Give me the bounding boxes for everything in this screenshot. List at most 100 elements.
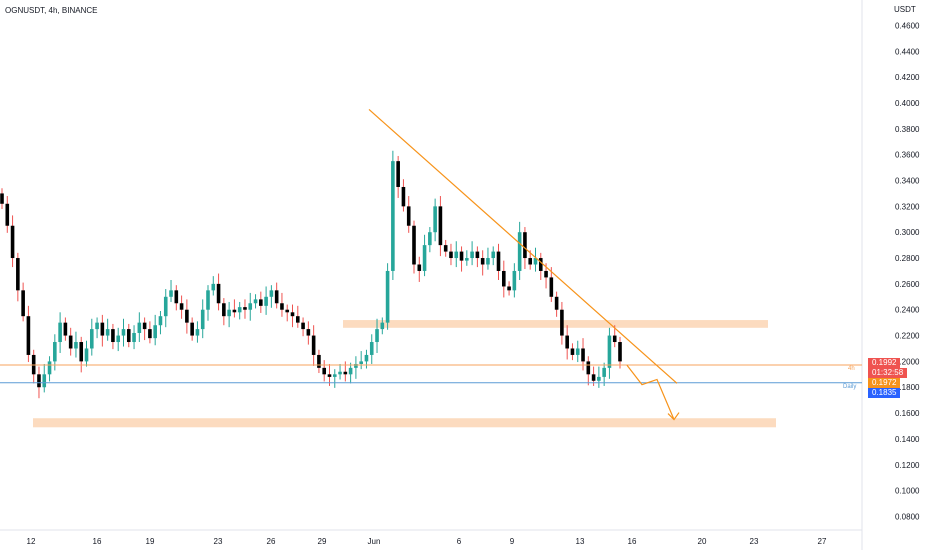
candle-body <box>259 299 263 306</box>
candle-body <box>391 161 395 271</box>
candle <box>428 227 432 253</box>
candle <box>79 336 84 373</box>
candle-body <box>295 316 300 323</box>
price-tick-label: 0.3400 <box>895 177 920 186</box>
candle <box>285 304 290 322</box>
candle-body <box>417 264 422 271</box>
candle <box>470 241 474 266</box>
candle-body <box>237 307 242 313</box>
time-tick-label: 13 <box>576 537 585 546</box>
candle-body <box>528 258 533 265</box>
time-tick-label: 9 <box>510 537 515 546</box>
candle-body <box>47 361 52 375</box>
candle-body <box>132 332 136 343</box>
candle <box>148 321 152 344</box>
candle-body <box>406 206 411 226</box>
candle <box>142 317 147 341</box>
candle-body <box>544 270 548 278</box>
price-tick-label: 0.0800 <box>895 512 920 521</box>
candle <box>42 363 47 393</box>
candle <box>185 299 189 334</box>
candle <box>227 301 231 328</box>
candle-body <box>306 329 311 336</box>
candle-body <box>560 309 564 336</box>
candle <box>317 349 321 374</box>
h4-level-caption: 4h <box>848 366 855 372</box>
price-tick-label: 0.2800 <box>895 254 920 263</box>
candle <box>132 325 136 350</box>
price-tick-label: 0.4000 <box>895 99 920 108</box>
candle-body <box>602 367 606 377</box>
candle <box>480 250 485 276</box>
candle <box>354 356 358 379</box>
candle <box>21 282 25 322</box>
candle <box>406 196 411 233</box>
candle-body <box>327 374 332 377</box>
candle-body <box>380 322 385 330</box>
candle <box>348 362 353 384</box>
candle <box>475 246 480 268</box>
price-tick-label: 0.4600 <box>895 21 920 30</box>
candle <box>417 256 422 282</box>
last-price-tag: 0.1992 <box>868 358 901 368</box>
candle <box>237 301 242 320</box>
candle <box>422 234 427 277</box>
candle-body <box>443 245 448 252</box>
h4-level-tag: 0.1972 <box>868 378 901 388</box>
candle-body <box>137 322 142 333</box>
candle <box>222 298 226 326</box>
candle <box>311 325 316 366</box>
candle-body <box>496 251 501 271</box>
candle-body <box>433 206 437 233</box>
candle <box>359 351 363 370</box>
candle <box>243 299 247 319</box>
candle-body <box>480 258 485 265</box>
candle <box>232 299 237 318</box>
candle-body <box>491 251 496 259</box>
candle-body <box>58 322 62 343</box>
candle-body <box>586 361 591 375</box>
candle <box>53 334 57 371</box>
candle-body <box>100 322 105 336</box>
candle-body <box>84 348 89 362</box>
candle <box>116 327 121 352</box>
candle <box>554 291 559 317</box>
candle-body <box>354 363 358 368</box>
price-tick-label: 0.1600 <box>895 409 920 418</box>
candle <box>158 311 163 335</box>
price-tick-label: 0.3600 <box>895 151 920 160</box>
candle <box>216 273 221 311</box>
time-tick-label: 16 <box>628 537 637 546</box>
price-tick-label: 0.2000 <box>895 357 920 366</box>
candle <box>538 252 543 281</box>
candle-body <box>523 232 527 259</box>
candle <box>264 286 268 315</box>
candle-body <box>68 335 73 349</box>
candle <box>501 260 506 298</box>
candle <box>206 285 210 321</box>
candle <box>549 267 554 302</box>
candle-body <box>301 322 305 330</box>
candle-body <box>538 258 543 271</box>
descending-trendline <box>368 109 678 384</box>
price-tick-label: 0.4400 <box>895 47 920 56</box>
candle-body <box>253 299 258 304</box>
candle <box>332 369 337 388</box>
candle <box>253 294 258 309</box>
price-tick-label: 0.1000 <box>895 487 920 496</box>
candle <box>517 221 522 281</box>
candle-body <box>243 307 247 310</box>
candle-body <box>322 367 327 375</box>
time-tick-label: 26 <box>267 537 276 546</box>
candle <box>454 241 459 268</box>
candle-body <box>618 342 622 362</box>
candle-body <box>148 329 152 339</box>
candle-body <box>16 258 20 291</box>
candle-body <box>89 329 94 349</box>
candle <box>74 331 78 358</box>
candle-body <box>269 290 274 297</box>
candle <box>438 196 443 257</box>
candle <box>586 356 591 386</box>
candle-body <box>332 374 337 377</box>
